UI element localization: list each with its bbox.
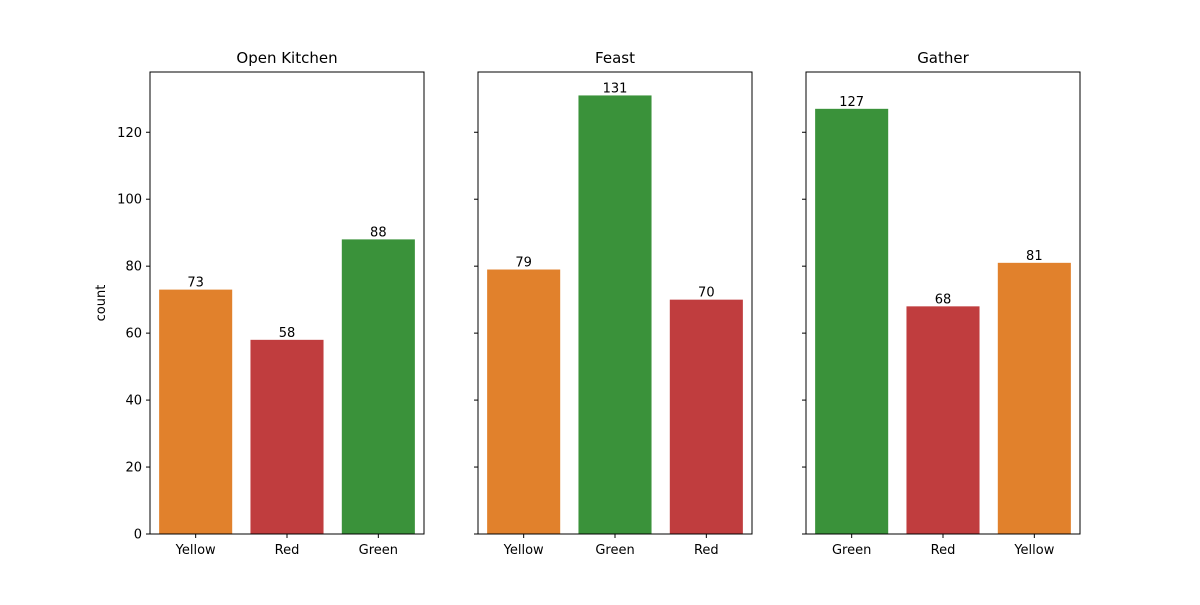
bar-yellow — [159, 289, 233, 534]
y-tick-label: 80 — [125, 260, 142, 275]
x-tick-label: Green — [359, 543, 398, 558]
data-label: 79 — [515, 256, 532, 271]
panel-title: Open Kitchen — [236, 49, 337, 67]
bar-green — [815, 108, 889, 535]
data-label: 81 — [1026, 249, 1043, 264]
y-tick-label: 40 — [125, 394, 142, 409]
y-tick-label: 100 — [117, 193, 142, 208]
panel-title: Gather — [917, 49, 969, 67]
data-label: 58 — [279, 326, 296, 341]
data-label: 70 — [698, 286, 715, 301]
bar-red — [906, 306, 980, 534]
axes-frame — [149, 71, 425, 535]
data-label: 68 — [935, 292, 952, 307]
y-tick-label: 20 — [125, 461, 142, 476]
x-tick-label: Green — [595, 543, 634, 558]
y-tick-label: 120 — [117, 126, 142, 141]
bar-red — [669, 299, 743, 534]
x-tick-label: Yellow — [1013, 543, 1054, 558]
y-tick-label: 0 — [134, 528, 142, 543]
bar-green — [578, 95, 652, 534]
x-tick-label: Yellow — [503, 543, 544, 558]
bar-yellow — [997, 262, 1071, 534]
panel-2: 127 Green 68 Red 81 Yellow Gather — [802, 49, 1081, 558]
panel-title: Feast — [595, 49, 635, 67]
axes-frame — [805, 71, 1081, 535]
x-tick-label: Red — [275, 543, 300, 558]
y-tick-label: 60 — [125, 327, 142, 342]
data-label: 88 — [370, 225, 387, 240]
y-axis-label: count — [94, 285, 109, 322]
data-label: 131 — [603, 81, 628, 96]
bar-green — [341, 239, 415, 535]
panel-1: 79 Yellow 131 Green 70 Red Feast — [474, 49, 753, 558]
bar-red — [250, 339, 324, 534]
axes-frame — [477, 71, 753, 535]
data-label: 127 — [839, 95, 864, 110]
x-tick-label: Red — [931, 543, 956, 558]
data-label: 73 — [187, 276, 204, 291]
bar-yellow — [487, 269, 561, 534]
x-tick-label: Green — [832, 543, 871, 558]
x-tick-label: Red — [694, 543, 719, 558]
panel-0: 73 Yellow 58 Red 88 Green 0 20 40 60 80 100 120 Open … — [117, 49, 425, 558]
x-tick-label: Yellow — [175, 543, 216, 558]
